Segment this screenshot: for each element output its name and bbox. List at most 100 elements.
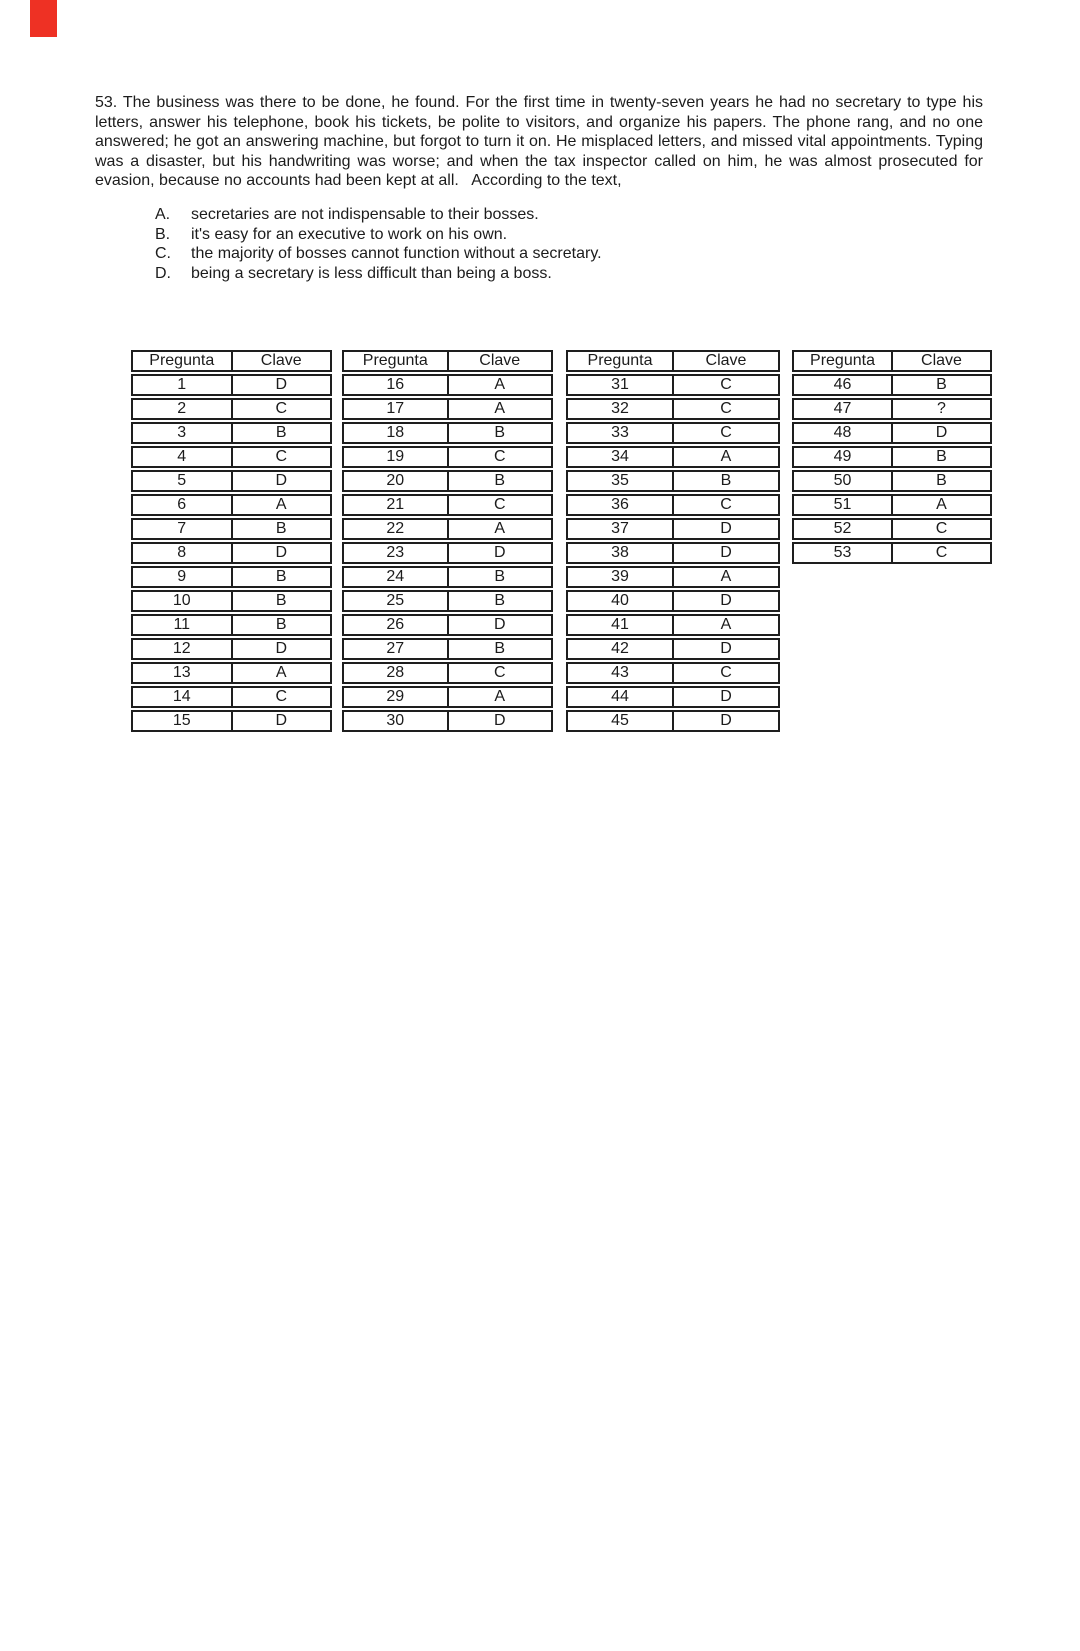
answer-table-row: 32 C xyxy=(566,398,780,420)
clave-cell: D xyxy=(493,616,506,633)
clave-cell: A xyxy=(275,664,287,681)
answer-table-row: 43 C xyxy=(566,662,780,684)
answer-table-row: 50 B xyxy=(792,470,992,492)
pregunta-cell: 29 xyxy=(344,688,449,706)
clave-cell: D xyxy=(493,544,506,561)
answer-table-row: 24 B xyxy=(342,566,553,588)
clave-cell: D xyxy=(720,688,732,705)
answer-table-row: 34 A xyxy=(566,446,780,468)
pregunta-cell: 34 xyxy=(568,448,674,466)
answer-table-row: 42 D xyxy=(566,638,780,660)
pregunta-cell: 37 xyxy=(568,520,674,538)
clave-cell: B xyxy=(494,640,506,657)
answer-table-row: 53 C xyxy=(792,542,992,564)
clave-cell: C xyxy=(935,544,948,561)
pregunta-cell: 35 xyxy=(568,472,674,490)
clave-header-cell: Clave xyxy=(705,352,747,369)
answer-table-row: 23 D xyxy=(342,542,553,564)
pregunta-cell: 6 xyxy=(133,496,233,514)
pregunta-cell: 53 xyxy=(794,544,893,562)
red-corner-mark xyxy=(30,0,57,37)
clave-cell: C xyxy=(720,376,732,393)
pregunta-cell: 51 xyxy=(794,496,893,514)
answer-table-row: 45 D xyxy=(566,710,780,732)
clave-cell: B xyxy=(275,424,287,441)
pregunta-cell: 5 xyxy=(133,472,233,490)
pregunta-cell: 27 xyxy=(344,640,449,658)
answer-table-row: 11 B xyxy=(131,614,332,636)
answer-table-row: 40 D xyxy=(566,590,780,612)
answer-table-1-15: Pregunta Clave 1 D 2 C 3 B 4 C 5 D 6 A 7 B 8 D 9 B 10 B 11 B 12 D… xyxy=(131,350,332,734)
clave-cell: A xyxy=(494,520,506,537)
option-label-d: D. xyxy=(155,264,171,282)
answer-table-row: 31 C xyxy=(566,374,780,396)
option-row-d: D. being a secretary is less difficult t… xyxy=(155,264,855,284)
pregunta-cell: 2 xyxy=(133,400,233,418)
pregunta-cell: 28 xyxy=(344,664,449,682)
answer-table-row: 16 A xyxy=(342,374,553,396)
clave-cell: A xyxy=(720,616,732,633)
option-row-b: B. it's easy for an executive to work on… xyxy=(155,225,855,245)
answer-table-row: 37 D xyxy=(566,518,780,540)
option-label-a: A. xyxy=(155,206,171,223)
answer-table-row: 47? xyxy=(792,398,992,420)
pregunta-cell: 1 xyxy=(133,376,233,394)
pregunta-cell: 14 xyxy=(133,688,233,706)
clave-cell: A xyxy=(275,496,287,513)
answer-table-header-row: Pregunta Clave xyxy=(342,350,553,372)
answer-table-row: 15 D xyxy=(131,710,332,732)
answer-table-row: 46 B xyxy=(792,374,992,396)
clave-header-cell: Clave xyxy=(921,352,962,369)
answer-table-row: 21 C xyxy=(342,494,553,516)
clave-header-cell: Clave xyxy=(479,352,521,369)
clave-header-cell: Clave xyxy=(260,352,302,369)
question-block: 53. The business was there to be done, h… xyxy=(95,93,983,191)
clave-cell: C xyxy=(493,496,506,513)
answer-table-row: 25 B xyxy=(342,590,553,612)
option-text-d: being a secretary is less difficult than… xyxy=(191,264,552,282)
pregunta-cell: 20 xyxy=(344,472,449,490)
pregunta-cell: 52 xyxy=(794,520,893,538)
pregunta-cell: 25 xyxy=(344,592,449,610)
clave-cell: B xyxy=(936,448,947,465)
pregunta-cell: 17 xyxy=(344,400,449,418)
answer-table-row: 13 A xyxy=(131,662,332,684)
options-list: A. secretaries are not indispensable to … xyxy=(155,205,855,283)
clave-cell: D xyxy=(720,592,732,609)
question-paragraph: 53. The business was there to be done, h… xyxy=(95,94,983,189)
answer-table-46-53: Pregunta Clave 46 B 47? 48 D 49 B 50 B 51 A 52 C 53 C xyxy=(792,350,992,566)
clave-cell: B xyxy=(494,472,506,489)
answer-table-row: 28 C xyxy=(342,662,553,684)
clave-cell: B xyxy=(275,568,287,585)
pregunta-header-cell: Pregunta xyxy=(133,352,233,370)
pregunta-cell: 43 xyxy=(568,664,674,682)
answer-table-header-row: Pregunta Clave xyxy=(566,350,780,372)
option-text-a: secretaries are not indispensable to the… xyxy=(191,206,539,223)
pregunta-cell: 15 xyxy=(133,712,233,730)
pregunta-cell: 11 xyxy=(133,616,233,634)
pregunta-header-cell: Pregunta xyxy=(568,352,674,370)
pregunta-cell: 22 xyxy=(344,520,449,538)
clave-cell: C xyxy=(720,400,732,417)
pregunta-cell: 49 xyxy=(794,448,893,466)
option-text-c: the majority of bosses cannot function w… xyxy=(191,245,602,263)
answer-table-row: 36 C xyxy=(566,494,780,516)
pregunta-cell: 38 xyxy=(568,544,674,562)
pregunta-cell: 33 xyxy=(568,424,674,442)
clave-cell: D xyxy=(720,544,732,561)
pregunta-cell: 26 xyxy=(344,616,449,634)
answer-table-header-row: Pregunta Clave xyxy=(131,350,332,372)
pregunta-cell: 48 xyxy=(794,424,893,442)
clave-cell: C xyxy=(275,400,288,417)
answer-table-row: 35 B xyxy=(566,470,780,492)
clave-cell: A xyxy=(494,688,506,705)
clave-cell: B xyxy=(494,424,506,441)
pregunta-header-cell: Pregunta xyxy=(344,352,449,370)
clave-cell: A xyxy=(494,376,506,393)
clave-cell: D xyxy=(720,640,732,657)
